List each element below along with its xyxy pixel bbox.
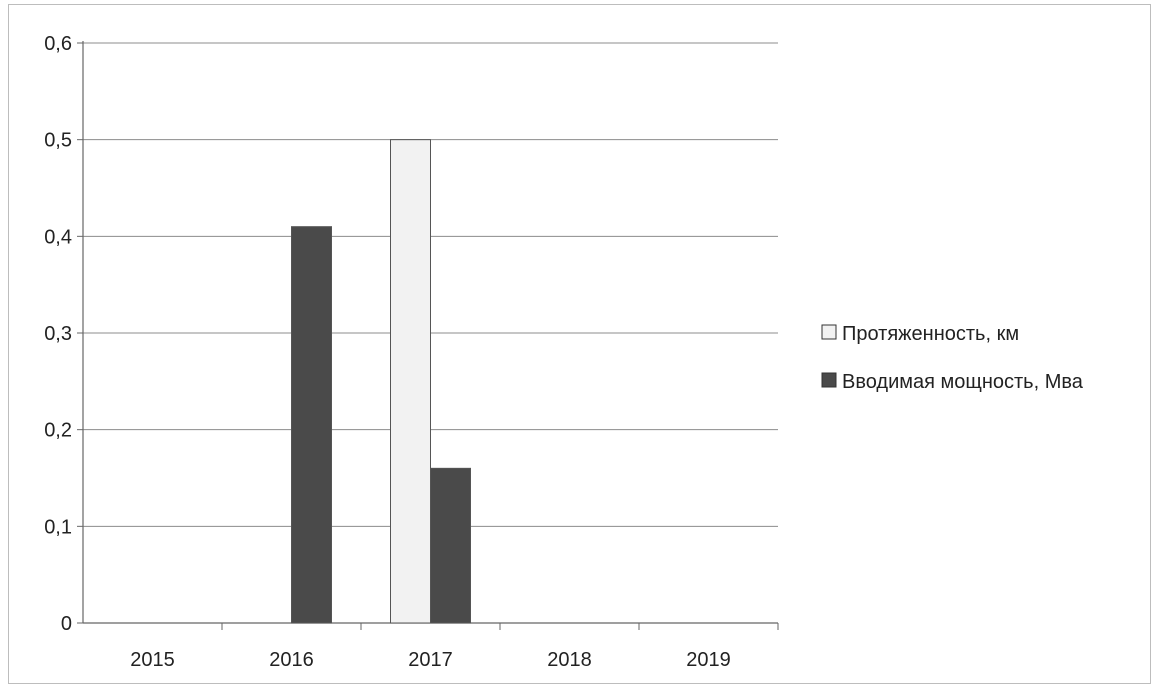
- x-tick-label: 2018: [547, 649, 592, 671]
- bar: [291, 226, 332, 624]
- legend: Протяженность, км Вводимая мощность, Мва: [821, 323, 1084, 393]
- bar: [430, 467, 471, 624]
- legend-swatch: [821, 372, 837, 388]
- x-tick-label: 2015: [130, 649, 175, 671]
- y-tick-label: 0,1: [44, 516, 72, 538]
- tick-labels: 0 0,1 0,2 0,3 0,4 0,5 0,6 2015 2016 2017 2018 2019: [44, 33, 731, 671]
- bars: [291, 139, 471, 624]
- x-tick-label: 2019: [686, 649, 731, 671]
- legend-swatch: [821, 324, 837, 340]
- y-tick-label: 0,2: [44, 420, 72, 442]
- bar: [390, 139, 431, 624]
- legend-label: Протяженность, км: [842, 323, 1019, 345]
- y-tick-label: 0,3: [44, 323, 72, 345]
- y-tick-label: 0,4: [44, 226, 72, 248]
- x-tick-label: 2016: [269, 649, 314, 671]
- legend-label: Вводимая мощность, Мва: [842, 371, 1084, 393]
- x-tick-label: 2017: [408, 649, 453, 671]
- chart-frame: [8, 4, 1151, 684]
- y-tick-label: 0,5: [44, 130, 72, 152]
- y-tick-label: 0,6: [44, 33, 72, 55]
- y-tick-label: 0: [61, 613, 72, 635]
